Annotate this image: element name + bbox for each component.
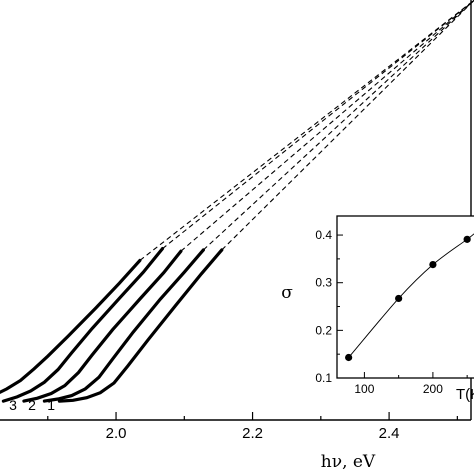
main-x-tick-label: 2.2 (242, 425, 263, 442)
series-5: 5 (0, 0, 474, 395)
series-1-label: 1 (47, 397, 55, 413)
inset-chart: 0.1 0.2 0.3 0.4 100 200 (315, 215, 474, 396)
series-3-label: 3 (9, 397, 17, 413)
inset-y-axis-title: σ (281, 283, 293, 303)
main-plot-frame: 2.0 2.2 2.4 (0, 0, 472, 442)
series-1: 1 (47, 0, 474, 413)
inset-y-tick-label: 0.1 (315, 371, 332, 385)
series-2-label: 2 (28, 397, 36, 413)
inset-x-axis-title: T(K) (456, 386, 474, 403)
series-5-extrapolation (139, 0, 474, 261)
inset-data-point (429, 261, 437, 269)
inset-data-point (395, 294, 403, 303)
inset-y-tick-label: 0.3 (315, 276, 332, 290)
inset-y-tick-label: 0.2 (315, 323, 332, 337)
series-3-extrapolation (180, 0, 474, 252)
series-3: 3 (9, 0, 474, 413)
inset-x-tick-label: 200 (423, 382, 443, 396)
series-5-curve (0, 258, 142, 395)
inset-y-tick-label: 0.4 (315, 228, 332, 242)
series-2-curve (42, 248, 205, 403)
series-4: 4 (1, 0, 474, 403)
series-4-extrapolation (162, 0, 474, 250)
series-1-curve (57, 248, 224, 403)
inset-data-point (345, 353, 353, 362)
series-2-extrapolation (203, 0, 474, 251)
main-x-axis-title: hν, eV (321, 452, 376, 472)
series-1-extrapolation (221, 0, 474, 251)
main-x-tick-label: 2.0 (106, 425, 127, 442)
main-x-tick-label: 2.4 (379, 425, 400, 442)
series-3-curve (22, 249, 183, 403)
inset-x-tick-label: 100 (354, 382, 374, 396)
main-series-group: 12345 (0, 0, 474, 413)
inset-frame (336, 215, 474, 379)
series-2: 2 (28, 0, 474, 413)
series-4-curve (1, 247, 165, 403)
inset-data-point (463, 235, 471, 243)
